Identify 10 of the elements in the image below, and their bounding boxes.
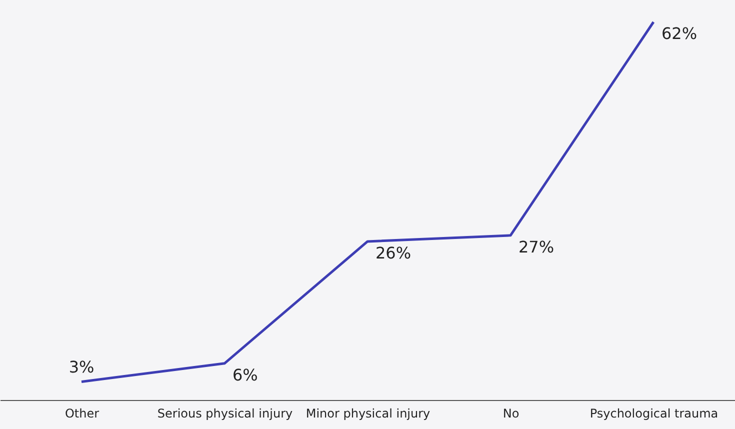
x-tick-label: Minor physical injury [306, 406, 430, 420]
x-tick-label: Serious physical injury [157, 406, 293, 420]
data-label: 62% [661, 24, 698, 43]
data-label: 6% [232, 365, 258, 384]
data-label: 3% [68, 358, 94, 377]
x-tick-label: Other [64, 406, 100, 420]
x-tick-label: Psychological trauma [590, 406, 718, 420]
data-label: 26% [376, 243, 412, 262]
x-tick-label: No [502, 406, 520, 420]
data-label: 27% [518, 237, 554, 256]
